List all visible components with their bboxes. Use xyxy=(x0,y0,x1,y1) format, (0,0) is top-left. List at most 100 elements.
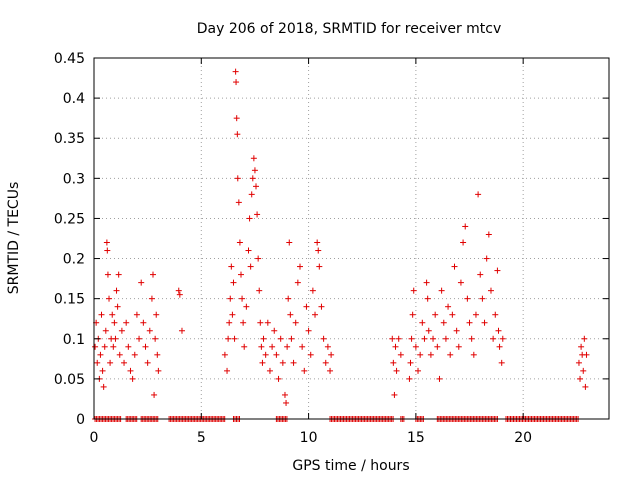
x-tick-label: 20 xyxy=(514,430,532,446)
y-tick-label: 0.05 xyxy=(54,372,85,388)
grid xyxy=(94,58,609,419)
data-point xyxy=(390,359,397,366)
data-point xyxy=(258,343,265,350)
data-point xyxy=(154,351,161,358)
data-point xyxy=(249,175,256,182)
data-point xyxy=(327,367,334,374)
data-point xyxy=(106,295,113,302)
data-point xyxy=(442,335,449,342)
data-point xyxy=(113,287,120,294)
data-point xyxy=(301,367,308,374)
data-point xyxy=(234,175,241,182)
y-tick-label: 0.15 xyxy=(54,292,85,308)
data-point xyxy=(251,167,258,174)
data-point xyxy=(466,319,473,326)
data-point xyxy=(230,279,237,286)
plot-frame xyxy=(93,57,610,420)
data-point xyxy=(133,311,140,318)
data-point xyxy=(129,375,136,382)
data-point xyxy=(415,367,422,374)
data-point xyxy=(277,335,284,342)
data-point xyxy=(312,311,319,318)
data-point xyxy=(438,287,445,294)
data-point xyxy=(457,279,464,286)
data-point xyxy=(453,327,460,334)
chart-title: Day 206 of 2018, SRMTID for receiver mtc… xyxy=(197,21,502,37)
data-point xyxy=(281,391,288,398)
y-axis-label: SRMTID / TECUs xyxy=(6,182,22,295)
data-point xyxy=(409,311,416,318)
data-point xyxy=(142,343,149,350)
data-point xyxy=(283,399,290,406)
x-tick-label: 5 xyxy=(197,430,206,446)
data-point xyxy=(432,311,439,318)
y-tick-label: 0 xyxy=(76,412,85,428)
data-point xyxy=(455,343,462,350)
data-point xyxy=(115,271,122,278)
data-point xyxy=(101,343,108,350)
data-point xyxy=(287,311,294,318)
data-point xyxy=(397,351,404,358)
data-point xyxy=(131,351,138,358)
data-point xyxy=(410,287,417,294)
data-point xyxy=(153,311,160,318)
data-point xyxy=(575,359,582,366)
data-point xyxy=(393,367,400,374)
data-point xyxy=(107,359,114,366)
data-point xyxy=(234,131,241,138)
data-point xyxy=(116,351,123,358)
data-point xyxy=(487,287,494,294)
data-point xyxy=(447,351,454,358)
data-point xyxy=(232,68,239,75)
data-point xyxy=(470,351,477,358)
data-point xyxy=(104,271,111,278)
data-point xyxy=(178,327,185,334)
data-point xyxy=(229,311,236,318)
data-point xyxy=(412,343,419,350)
data-point xyxy=(427,351,434,358)
x-tick-label: 0 xyxy=(90,430,99,446)
data-point xyxy=(314,239,321,246)
data-point xyxy=(114,303,121,310)
data-point xyxy=(391,391,398,398)
data-point xyxy=(290,359,297,366)
data-point xyxy=(240,319,247,326)
y-tick-label: 0.1 xyxy=(63,332,85,348)
data-point xyxy=(581,335,588,342)
data-point xyxy=(485,231,492,238)
y-tick-label: 0.2 xyxy=(63,252,85,268)
data-point xyxy=(580,367,587,374)
data-point xyxy=(152,335,159,342)
data-point xyxy=(253,183,260,190)
data-point xyxy=(233,79,240,86)
data-point xyxy=(221,351,228,358)
data-point xyxy=(112,335,119,342)
x-tick-label: 15 xyxy=(407,430,425,446)
data-point xyxy=(225,335,232,342)
x-axis-ticks: 0 5 10 15 20 xyxy=(90,58,532,446)
data-point xyxy=(175,287,182,294)
data-point xyxy=(577,375,584,382)
data-point xyxy=(490,335,497,342)
data-point xyxy=(151,391,158,398)
data-point xyxy=(498,359,505,366)
data-point xyxy=(307,351,314,358)
data-point xyxy=(233,115,240,122)
data-point xyxy=(227,295,234,302)
data-point xyxy=(123,319,130,326)
data-point xyxy=(136,335,143,342)
data-point xyxy=(492,311,499,318)
data-point xyxy=(121,359,128,366)
data-point xyxy=(255,255,262,262)
data-point xyxy=(288,335,295,342)
data-point xyxy=(285,295,292,302)
data-point xyxy=(264,319,271,326)
data-point xyxy=(155,367,162,374)
y-tick-label: 0.35 xyxy=(54,131,85,147)
data-point xyxy=(436,375,443,382)
data-point xyxy=(97,351,104,358)
data-point xyxy=(430,335,437,342)
data-point xyxy=(495,327,502,334)
data-point xyxy=(320,335,327,342)
data-point xyxy=(309,287,316,294)
